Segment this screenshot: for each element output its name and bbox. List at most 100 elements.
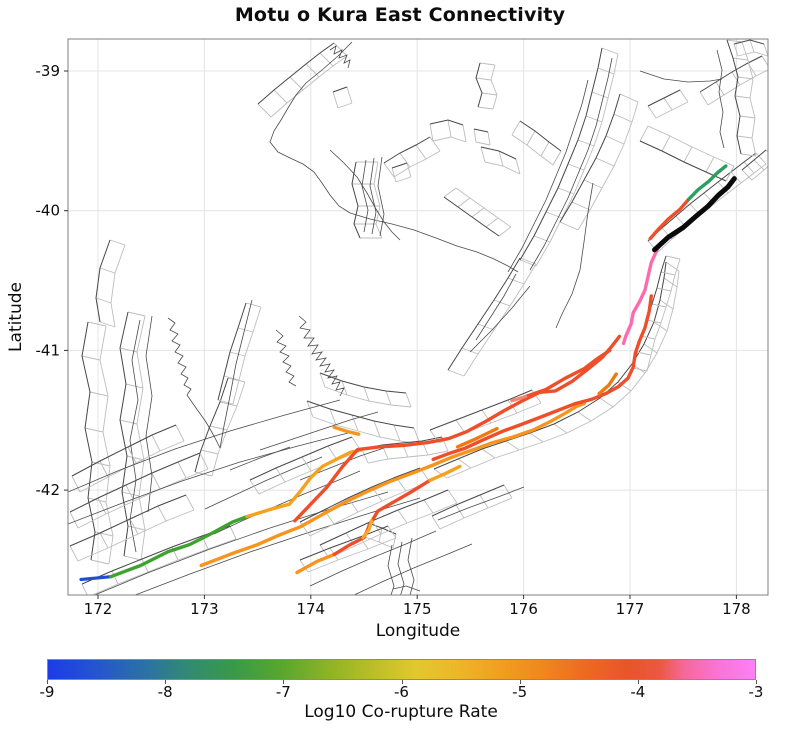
x-tick-label: 177 — [616, 600, 645, 618]
fault-panel-edge — [535, 53, 619, 267]
fault-panel-rung — [199, 452, 209, 470]
fault-panel-rung — [726, 39, 743, 43]
colorbar-tick-mark — [283, 680, 285, 684]
fault-panel-edge — [490, 64, 498, 110]
fault-panel-rung — [733, 43, 739, 57]
fault-panel-rung — [715, 81, 725, 96]
fault-panel-rung — [447, 369, 465, 377]
colorbar-tick-label: -6 — [394, 683, 409, 701]
fault-panel-rung — [507, 277, 525, 285]
fault-panel-rung — [557, 187, 575, 195]
fault-panel-edge — [77, 468, 209, 529]
fault-trace — [129, 319, 141, 553]
fault-panel-rung — [319, 372, 326, 388]
fault-panel-edge — [307, 537, 397, 573]
colorbar-tick-mark — [637, 680, 639, 684]
fault-panel-rung — [423, 499, 434, 514]
colorbar-tick-mark — [165, 680, 167, 684]
fault-panel-rung — [605, 135, 625, 145]
fault-panel-rung — [545, 211, 563, 219]
fault-panel-rung — [679, 89, 689, 103]
colorbar-label: Log10 Co-rupture Rate — [304, 702, 498, 722]
fault-panel-rung — [663, 97, 673, 111]
x-axis-label: Longitude — [375, 621, 461, 641]
fault-panel-rung — [123, 555, 142, 561]
fault-trace — [639, 140, 727, 182]
rupture-path-red-parallel — [524, 348, 612, 399]
fault-panel-rung — [306, 400, 314, 418]
fault-panel-rung — [529, 432, 544, 443]
fault-panel-rung — [511, 120, 521, 136]
x-tick-label: 172 — [84, 600, 113, 618]
fault-panel-edge — [646, 258, 681, 372]
fault-panel-rung — [125, 484, 135, 502]
fault-panel-rung — [540, 141, 550, 157]
fault-panel-rung — [399, 152, 411, 168]
colorbar-gradient — [47, 659, 756, 680]
fault-panel-rung — [329, 408, 337, 426]
axis-ticks: 172 173 174 175 176 177 178 -39 -40 -41 -42 — [36, 62, 751, 618]
fault-panel-rung — [429, 123, 434, 142]
fault-panel-rung — [734, 95, 751, 99]
fault-panel-rung — [749, 39, 755, 53]
fault-panel-rung — [683, 146, 693, 163]
fault-panel-rung — [475, 77, 492, 81]
fault-trace — [397, 541, 405, 595]
fault-panel-rung — [119, 419, 138, 425]
fault-panel-rung — [90, 559, 110, 565]
fault-panel-rung — [639, 125, 649, 142]
fault-panel-rung — [533, 235, 551, 243]
fault-panel-rung — [157, 505, 167, 522]
fault-panel-rung — [305, 63, 320, 78]
fault-trace — [369, 157, 377, 235]
fault-trace — [213, 470, 361, 535]
fault-trace — [639, 70, 723, 83]
fault-panel-rung — [461, 347, 479, 355]
fault-trace — [647, 152, 757, 242]
fault-panel-rung — [151, 472, 161, 490]
fault-panel-rung — [127, 446, 137, 464]
y-tick-label: -40 — [36, 202, 61, 220]
fault-panel-edge — [136, 315, 146, 561]
fault-trace — [204, 456, 323, 510]
fault-panel-rung — [477, 323, 495, 331]
fault-trace — [507, 79, 589, 273]
fault-trace — [391, 162, 408, 169]
fault-panel-rung — [613, 113, 633, 123]
fault-panel-rung — [175, 424, 185, 442]
plot-border — [67, 38, 769, 596]
fault-trace — [559, 93, 621, 223]
fault-panel-rung — [443, 187, 457, 198]
fault-panel-rung — [732, 57, 749, 61]
fault-panel-rung — [392, 533, 397, 549]
fault-panel-rung — [736, 135, 753, 139]
fault-panel-rung — [740, 153, 757, 157]
fault-trace — [519, 120, 562, 152]
fault-panel-rung — [387, 525, 397, 539]
fault-trace — [733, 39, 765, 45]
fault-panel-rung — [200, 449, 219, 455]
fault-panel-rung — [217, 399, 234, 405]
fault-panel-edge — [511, 134, 554, 166]
fault-trace — [329, 45, 351, 69]
fault-panel-rung — [99, 460, 109, 478]
fault-panel-rung — [332, 91, 339, 109]
fault-panel-rung — [69, 511, 79, 529]
fault-panel-edge — [99, 325, 114, 565]
fault-trace — [95, 239, 111, 323]
fault-panel-rung — [151, 434, 161, 452]
fault-panel-rung — [457, 197, 471, 208]
fault-panel-rung — [361, 448, 369, 464]
fault-panel-rung — [647, 105, 657, 119]
fault-panel-rung — [503, 484, 513, 499]
fault-panel-rung — [141, 558, 149, 573]
fault-trace — [353, 543, 473, 595]
fault-trace — [529, 57, 613, 271]
fault-panel-rung — [99, 321, 116, 328]
rupture-path-red-main-diagonal — [293, 334, 622, 523]
fault-panel-rung — [94, 531, 114, 537]
fault-panel-rung — [87, 321, 107, 327]
colorbar-tick-label: -3 — [748, 683, 764, 701]
fault-panel-edge — [737, 51, 768, 57]
